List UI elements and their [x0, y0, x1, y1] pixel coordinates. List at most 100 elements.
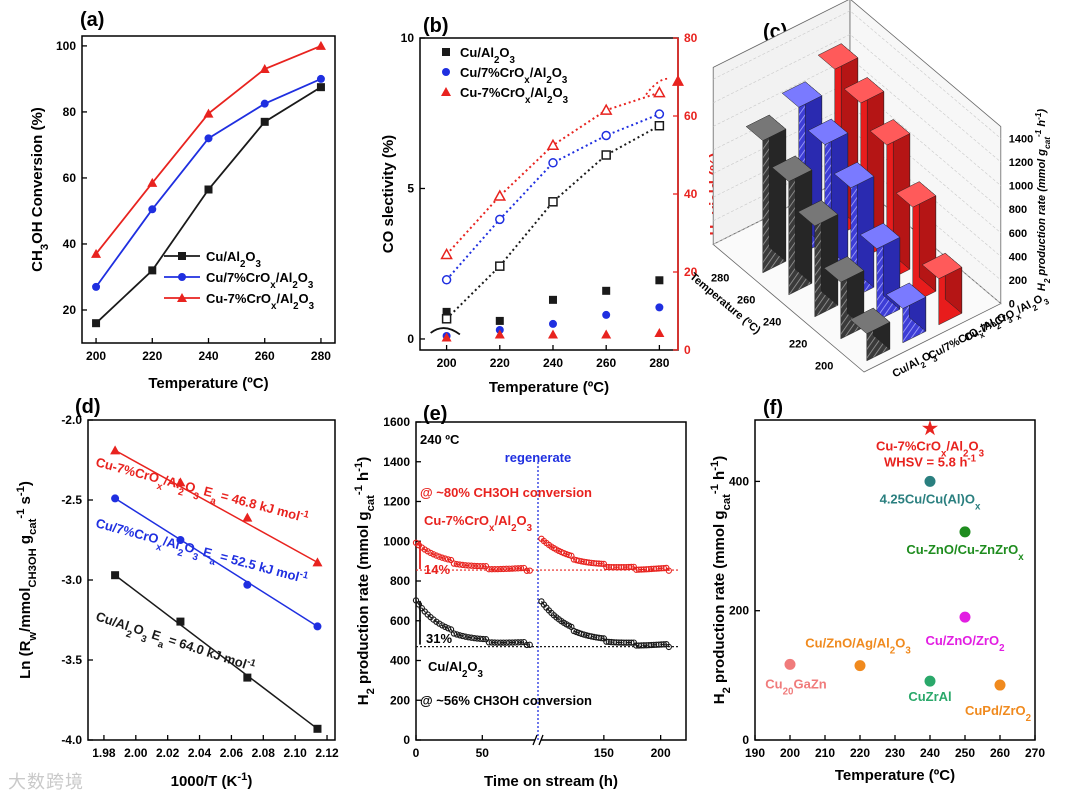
e-ytick-label: 400 — [390, 654, 410, 668]
chart-b: 200 220 240 260 280 0 5 10 0 20 40 60 80 Temperature … — [380, 31, 729, 396]
b-legend-label: Cu/Al2O3 — [460, 45, 516, 66]
f-point — [854, 660, 866, 672]
b-yield-point — [601, 150, 611, 160]
f-xtick-label: 190 — [745, 746, 765, 760]
f-y-axis-title: H2 production rate (mmol gcat-1 h-1) — [709, 456, 733, 704]
b-yield-point — [546, 138, 560, 150]
e-point — [468, 562, 475, 569]
b-legend-marker — [442, 68, 450, 76]
d-ea-label: Cu-7%CrOx/Al2O3 Ea = 46.8 kJ mol-1 — [93, 453, 311, 531]
e-conv-black-label: @ ~56% CH3OH conversion — [420, 693, 592, 708]
d-point — [312, 557, 323, 567]
c-ztick-label: 200 — [1009, 275, 1027, 287]
e-point — [450, 630, 458, 637]
e-point — [485, 566, 493, 573]
a-point — [91, 248, 102, 258]
chart-d: 1.98 2.00 2.02 2.04 2.06 2.08 2.10 2.12 -4.0 -3.5… — [15, 413, 339, 790]
f-point — [924, 475, 936, 487]
b-selectivity-point — [441, 332, 452, 342]
b-yield-line-3 — [445, 124, 660, 320]
e-point — [479, 635, 487, 643]
b-y2tick-label: 40 — [684, 187, 698, 201]
b-selectivity-point — [654, 327, 665, 337]
b-yield-point — [548, 158, 558, 168]
a-point — [259, 64, 270, 74]
e-point — [514, 565, 522, 572]
f-xtick-label: 200 — [780, 746, 800, 760]
f-point-label: Cu-7%CrOx/Al2O3 — [876, 438, 985, 459]
c-ztick-label: 400 — [1009, 251, 1027, 263]
b-yield-point — [654, 121, 665, 131]
a-point — [147, 177, 158, 187]
c-bar-top — [859, 222, 901, 250]
e-point — [488, 639, 496, 646]
e-point — [477, 635, 484, 642]
a-point — [204, 134, 213, 143]
b-y2tick-label: 0 — [684, 343, 691, 357]
c-bar-top — [823, 256, 865, 283]
a-xtick-label: 220 — [142, 349, 162, 363]
f-xtick-label: 230 — [885, 746, 905, 760]
e-series-label-red: Cu-7%CrOx/Al2O3 — [424, 513, 533, 534]
e-point — [506, 565, 513, 572]
f-point — [924, 675, 936, 687]
a-point — [148, 266, 157, 275]
d-xtick-label: 2.10 — [283, 746, 307, 760]
e-point — [447, 626, 455, 633]
f-xtick-label: 260 — [990, 746, 1010, 760]
d-point — [243, 580, 252, 589]
d-point — [176, 617, 185, 626]
e-point — [497, 565, 504, 573]
c-ztick-label: 1200 — [1009, 157, 1033, 169]
e-ytick-label: 600 — [390, 614, 410, 628]
b-selectivity-point — [548, 295, 557, 304]
e-point — [512, 639, 519, 646]
a-y-axis-title: CH3OH Conversion (%) — [29, 107, 51, 272]
a-series-line-2 — [95, 45, 322, 255]
c-bar-side — [768, 114, 787, 262]
e-point — [494, 639, 501, 646]
f-point-label: CuPd/ZrO2 — [965, 703, 1032, 724]
c-ztick-label: 1400 — [1009, 133, 1033, 145]
c-bar-top — [833, 161, 875, 189]
a-point — [316, 83, 325, 92]
a-point — [203, 108, 214, 118]
e-ytick-label: 1400 — [383, 455, 410, 469]
a-legend-marker — [177, 293, 187, 302]
c-xtick-label: 280 — [711, 272, 729, 284]
a-point — [260, 99, 269, 108]
b-yield-line-5 — [445, 91, 660, 256]
e-point — [459, 561, 466, 569]
e-ytick-label: 0 — [403, 733, 410, 747]
e-ytick-label: 800 — [390, 574, 410, 588]
a-x-axis-title: Temperature (ºC) — [148, 375, 268, 392]
c-bar-top — [869, 119, 911, 146]
e-point — [436, 553, 443, 560]
f-ytick-label: 400 — [729, 474, 749, 488]
a-xtick-label: 240 — [198, 349, 218, 363]
f-point-label: Cu/ZnO/Ag/Al2O3 — [805, 636, 911, 657]
e-point — [503, 639, 510, 646]
a-ytick-label: 80 — [63, 105, 77, 119]
e-point — [500, 639, 507, 646]
e-point — [660, 641, 667, 648]
e-conv-red-label: @ ~80% CH3OH conversion — [420, 485, 592, 500]
e-xtick-label: 0 — [413, 746, 420, 760]
b-yield-point — [548, 197, 558, 207]
b-xtick-label: 260 — [596, 356, 616, 370]
e-point — [456, 632, 463, 639]
e-point — [497, 639, 504, 646]
e-point — [433, 552, 440, 559]
panel-label-e: (e) — [423, 403, 447, 425]
d-y-axis-title: Ln (Rw/mmolCH3OH gcat-1 s-1) — [15, 481, 39, 679]
f-xtick-label: 270 — [1025, 746, 1045, 760]
e-point — [526, 567, 533, 574]
d-point — [175, 477, 186, 487]
e-point — [450, 560, 458, 567]
c-bar-top — [843, 77, 885, 104]
b-yield-point — [440, 247, 453, 260]
e-point — [514, 639, 522, 646]
a-xtick-label: 260 — [255, 349, 275, 363]
b-yield-point — [599, 103, 613, 115]
f-x-axis-title: Temperature (ºC) — [835, 767, 955, 784]
